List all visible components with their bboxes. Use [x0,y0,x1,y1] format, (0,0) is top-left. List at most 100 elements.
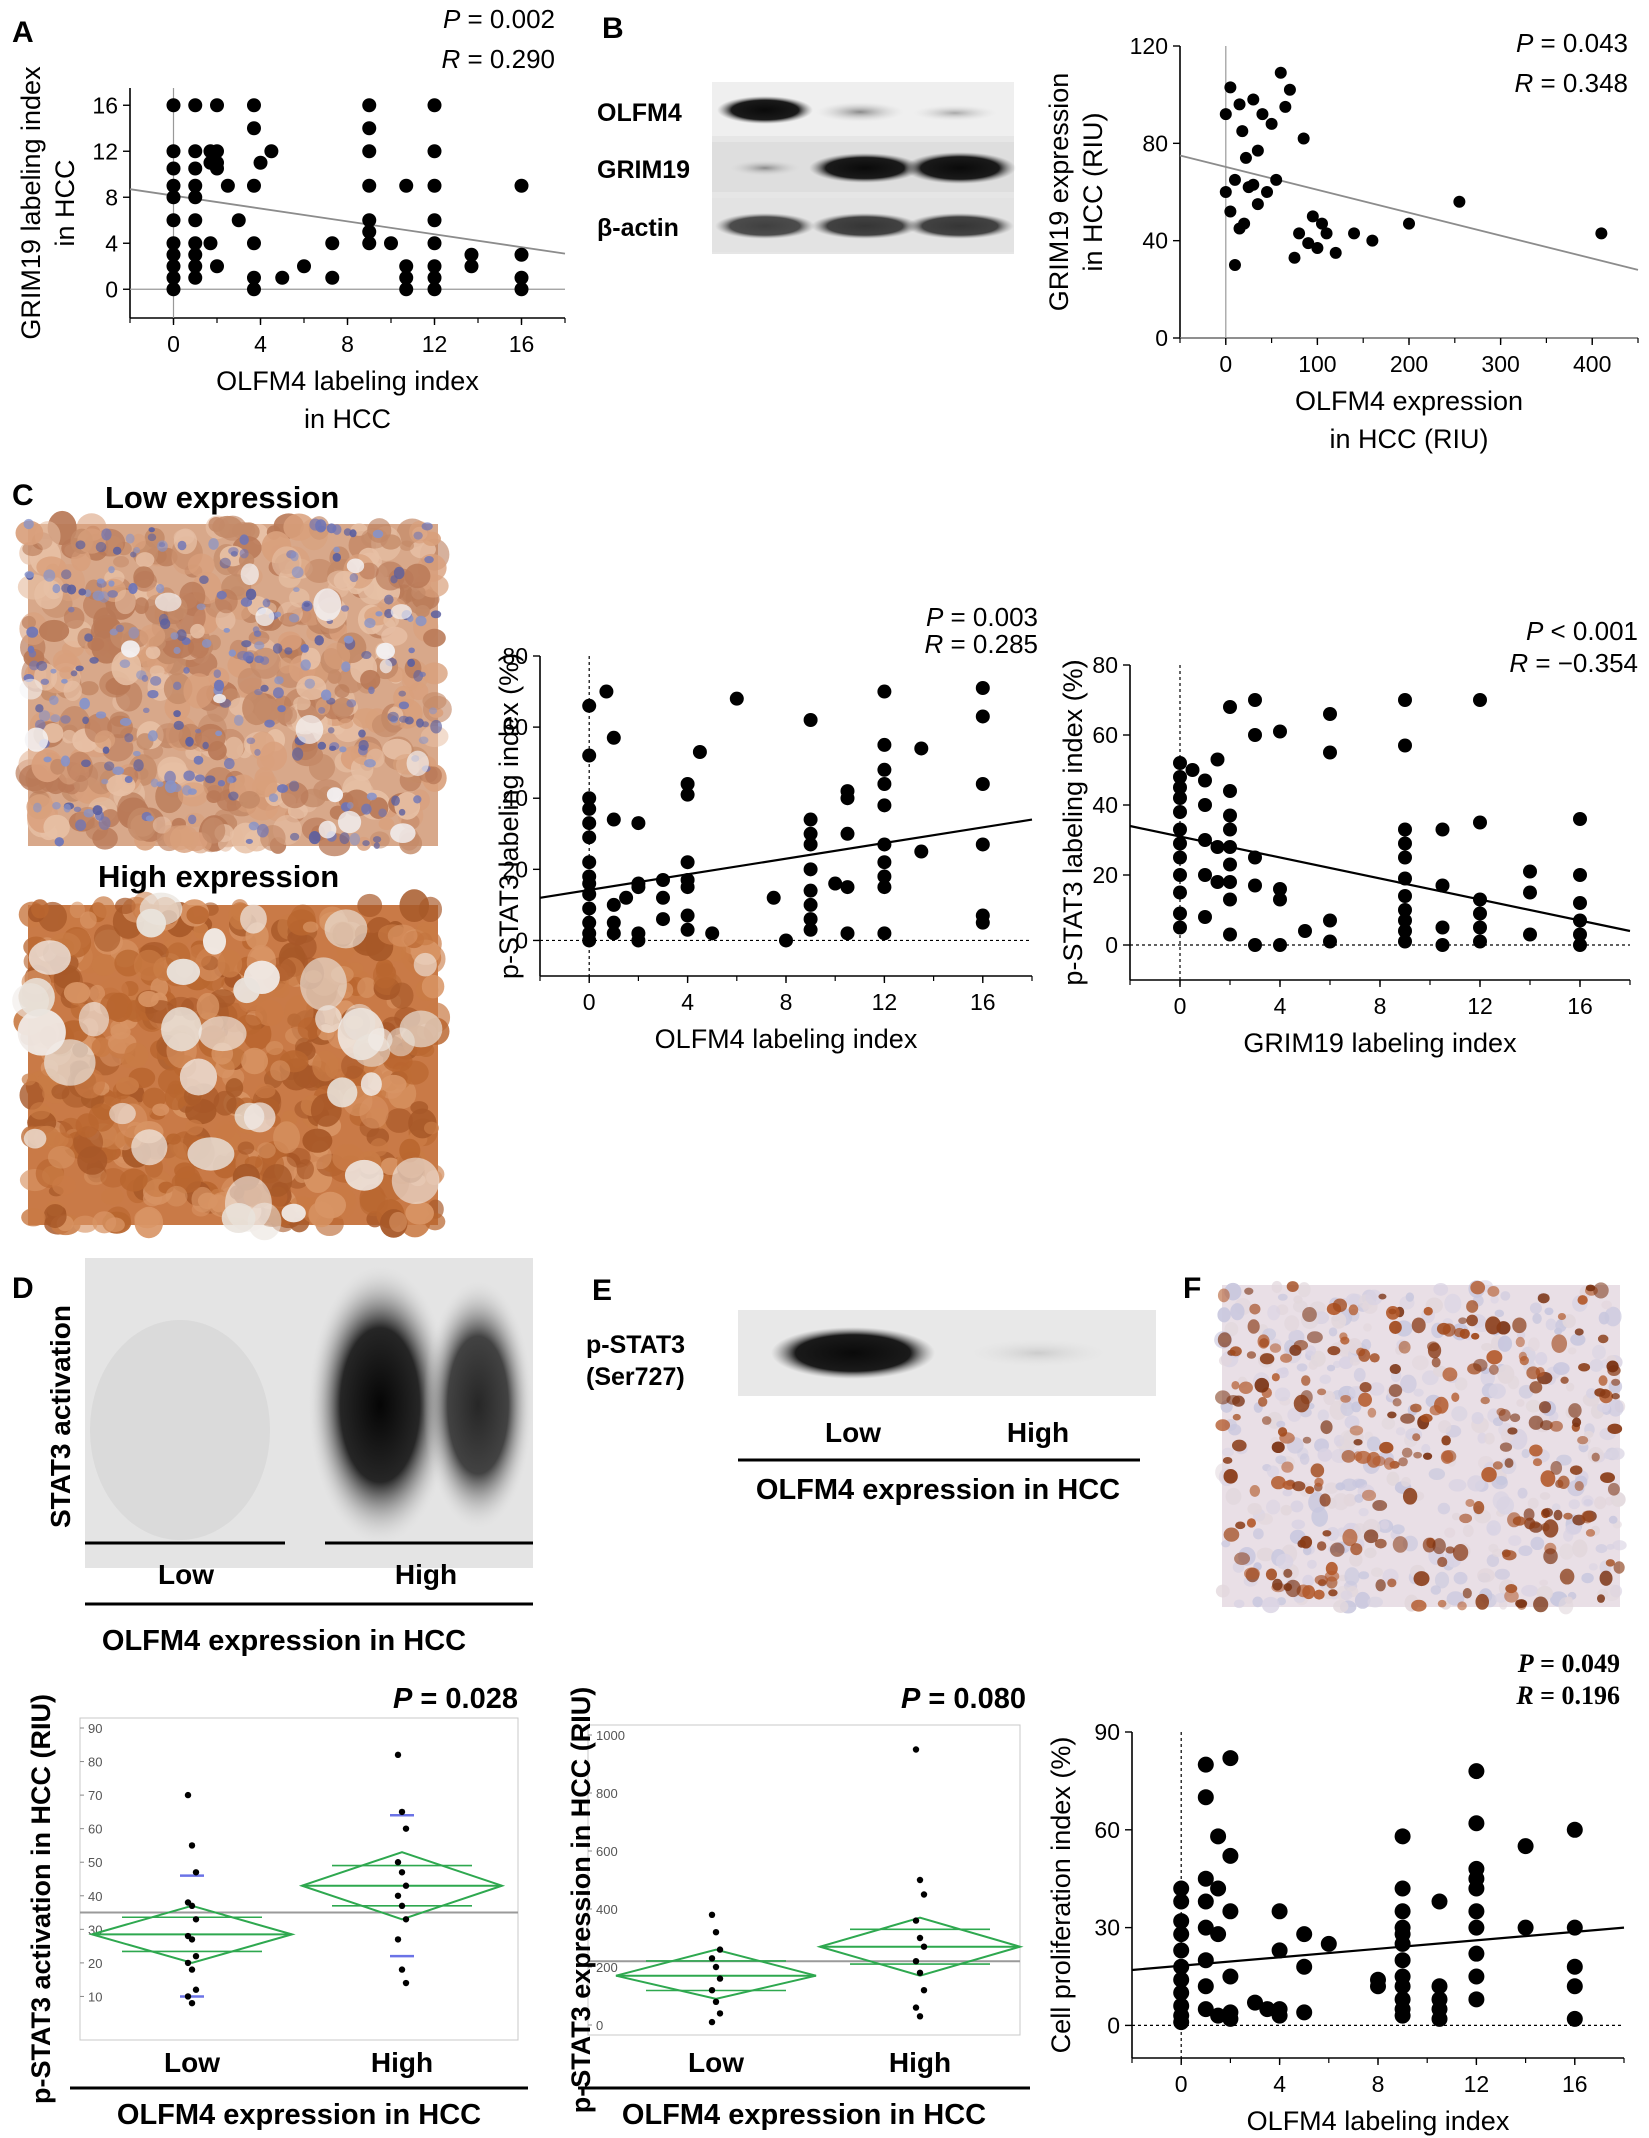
cell-texture [1222,1457,1233,1464]
cell-texture [1225,1487,1242,1505]
cell-texture [337,810,362,834]
chart-b: 0 100 200 300 400 0 40 80 120 P = 0.043 R = 0.348 O… [1044,28,1639,454]
cell-texture [31,899,49,919]
cell-texture [1610,1492,1626,1508]
cell-texture [430,610,442,619]
cell-texture [1368,1382,1385,1396]
data-point [188,236,203,251]
cell-texture [163,825,195,851]
data-point [1302,237,1315,250]
data-point [1298,924,1312,938]
cell-texture [92,805,103,816]
cell-texture [1427,1341,1440,1352]
cell-texture [215,730,223,737]
cell-texture [1386,1471,1400,1486]
cell-texture [254,655,265,664]
data-point [680,787,695,802]
cell-texture [1454,1377,1468,1391]
cell-texture [359,1095,389,1129]
y-tick-label: 70 [88,1788,102,1803]
cell-texture [1563,1512,1573,1520]
data-point [1403,217,1415,230]
cell-texture [389,982,414,1009]
data-point [188,178,203,193]
data-point [188,1999,196,2007]
data-point [708,1955,716,1962]
cell-texture [109,628,118,636]
y-tick-label: 60 [88,1822,102,1837]
cell-texture [309,518,322,531]
ihc-high-title: High expression [98,859,339,894]
data-point [1173,1942,1190,1959]
blot-e-high-label: High [1007,1417,1069,1448]
cell-texture [1585,1284,1596,1292]
cell-texture [1539,1579,1549,1586]
data-point [1198,910,1212,924]
cell-texture [254,641,265,650]
cell-texture [217,780,226,787]
cell-texture [1395,1427,1406,1436]
cell-texture [334,684,350,699]
cell-texture [343,528,352,536]
cell-texture [1324,1482,1339,1494]
y-tick-label: 120 [1130,33,1168,59]
data-point [1320,227,1333,240]
cell-texture [1583,1430,1594,1438]
cell-texture [293,587,300,593]
cell-texture [1540,1420,1553,1431]
data-point [1435,920,1450,935]
cell-texture [1600,1472,1615,1484]
data-point [1198,773,1212,788]
cell-texture [339,746,347,753]
cell-texture [1311,1506,1328,1527]
cell-texture [63,981,91,1004]
data-point [184,1791,192,1799]
cell-texture [1280,1504,1292,1516]
cell-texture [1257,1334,1270,1349]
cell-texture [273,1121,301,1154]
cell-texture [1612,1540,1627,1551]
blot-d-band-high-1 [308,1265,452,1545]
data-point [220,178,235,193]
data-point [1315,217,1328,230]
cell-texture [1544,1307,1554,1316]
data-point [606,730,621,745]
cell-texture [393,566,405,580]
cell-texture [1500,1291,1511,1301]
data-point [1473,892,1487,907]
y-axis-title: GRIM19 expression [1044,73,1074,312]
cell-texture [1354,1591,1371,1609]
cell-texture [1604,1306,1622,1327]
cell-texture [1497,1364,1515,1384]
data-point [877,880,892,895]
data-point [1198,798,1212,812]
cell-texture [1256,1547,1275,1562]
data-point [192,1952,200,1960]
data-point [1468,1919,1485,1936]
cell-texture [29,660,40,671]
data-point [975,777,990,791]
cell-texture [63,606,85,629]
cell-texture [1490,1295,1499,1304]
cell-texture [1215,1419,1231,1432]
data-point [840,880,855,895]
data-point [188,1902,196,1910]
cell-texture [1517,1487,1528,1499]
data-point [1197,1893,1214,1910]
data-point [680,855,695,870]
x-tick-label: 4 [1273,2071,1286,2097]
cell-texture [254,1083,276,1099]
cell-texture [361,651,372,660]
cell-texture [1254,1377,1270,1393]
data-point [1173,1926,1190,1943]
cell-texture [1609,1447,1625,1460]
data-point [188,161,203,176]
cell-texture [1432,1538,1446,1555]
cell-texture [1223,1527,1240,1542]
cell-texture [349,573,359,583]
y-tick-label: 8 [105,184,118,210]
cell-texture [1232,1413,1241,1421]
cell-texture [405,1201,434,1225]
cell-texture [1422,1537,1436,1553]
data-point [1210,1926,1227,1943]
